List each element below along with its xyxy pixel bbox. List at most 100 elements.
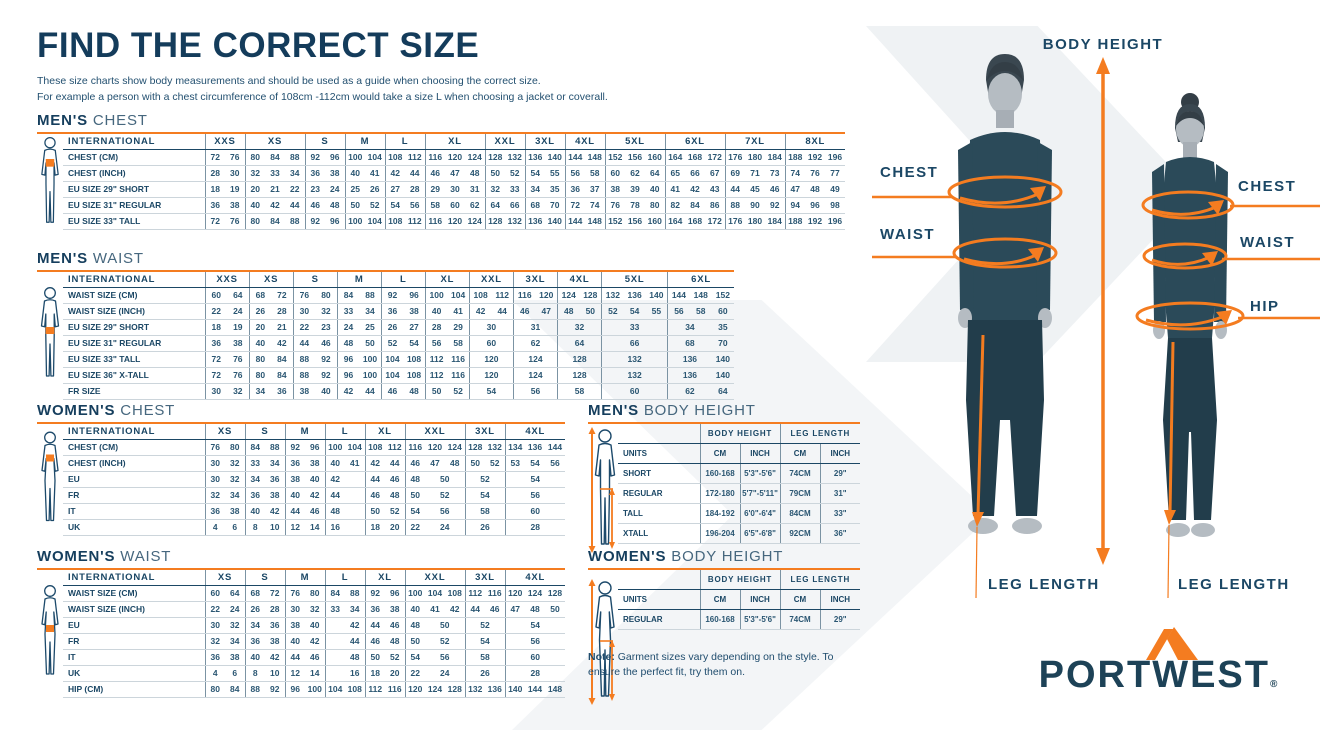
size-cell: 64 <box>227 287 250 304</box>
size-cell: 39 <box>625 181 645 198</box>
size-cell: 14 <box>305 665 325 682</box>
size-cell: 80 <box>248 367 272 384</box>
size-cell: 96 <box>284 681 305 698</box>
leg-length-group-header: LEG LENGTH <box>779 424 860 444</box>
size-cell: 96 <box>385 585 405 602</box>
size-cell: 104 <box>365 213 385 230</box>
size-cell <box>324 617 345 634</box>
size-cell: 54 <box>468 383 514 400</box>
size-cell: 164 <box>664 213 685 230</box>
row-label: EU SIZE 29" SHORT <box>63 181 205 198</box>
size-group-header: M <box>284 424 325 440</box>
unit-cell: CM <box>699 443 740 464</box>
size-group-header: XL <box>424 134 485 150</box>
size-cell: 52 <box>380 335 404 352</box>
womens-chest-silhouette-icon <box>37 424 63 536</box>
size-cell: 71 <box>745 165 765 182</box>
size-cell: 14 <box>305 519 325 536</box>
size-cell: 24 <box>325 181 345 198</box>
size-cell: 33 <box>244 455 265 472</box>
size-cell: 52 <box>464 617 505 634</box>
size-cell: 4 <box>204 519 225 536</box>
woman-leg-length-label: LEG LENGTH <box>1178 576 1290 593</box>
size-cell: 18 <box>364 519 385 536</box>
size-cell: 72 <box>204 367 228 384</box>
size-cell: 46 <box>305 649 325 666</box>
size-cell: 116 <box>404 439 425 456</box>
size-cell: 124 <box>556 287 580 304</box>
table-row: WAIST SIZE (INCH) 22 24 26 28 30 32 33 34 36 38 40 4… <box>63 303 734 320</box>
size-cell: 80 <box>204 681 225 698</box>
size-cell: 124 <box>445 439 465 456</box>
size-cell: 36 <box>304 165 325 182</box>
size-cell: 58 <box>464 503 505 520</box>
size-cell: 92 <box>315 351 338 368</box>
size-cell: 36 <box>244 633 265 650</box>
size-cell: 76 <box>227 367 250 384</box>
size-cell: 43 <box>705 181 725 198</box>
measurement-cell: 29" <box>819 463 860 484</box>
size-cell: 148 <box>545 681 565 698</box>
table-row: WAIST SIZE (CM) 60 64 68 72 76 80 84 88 92 96 100 10… <box>63 287 734 304</box>
size-cell: 46 <box>404 455 425 472</box>
size-cell: 120 <box>425 439 445 456</box>
unit-cell: INCH <box>739 443 780 464</box>
row-label: CHEST (CM) <box>63 439 205 456</box>
size-group-header: L <box>384 134 425 150</box>
size-cell: 40 <box>284 633 305 650</box>
table-header-row: INTERNATIONAL XS S M L XL XXL 3XL 4XL <box>63 424 565 440</box>
measurement-cell: 31" <box>819 483 860 504</box>
size-cell: 144 <box>667 287 690 304</box>
size-cell: 112 <box>491 287 514 304</box>
size-cell: 80 <box>305 585 325 602</box>
size-cell: 196 <box>825 213 845 230</box>
size-cell: 124 <box>512 351 558 368</box>
section-heading: MEN'S WAIST <box>37 250 144 267</box>
size-cell: 20 <box>248 319 272 336</box>
size-cell: 36 <box>204 197 225 214</box>
size-cell: 96 <box>325 213 345 230</box>
size-group-header: XL <box>424 272 470 288</box>
size-cell: 188 <box>784 149 805 166</box>
size-cell: 48 <box>805 181 825 198</box>
size-cell: 140 <box>645 287 668 304</box>
woman-waist-measure <box>1142 242 1320 270</box>
size-cell: 19 <box>227 319 250 336</box>
size-cell: 24 <box>227 303 250 320</box>
size-group-header: 4XL <box>556 272 602 288</box>
row-label: XTALL <box>618 523 700 544</box>
size-cell: 120 <box>404 681 425 698</box>
size-cell: 108 <box>403 351 426 368</box>
size-cell <box>345 519 365 536</box>
size-group-header: 4XL <box>504 424 565 440</box>
size-cell: 76 <box>805 165 825 182</box>
size-cell: 26 <box>380 319 404 336</box>
size-cell: 62 <box>465 197 485 214</box>
row-label: EU <box>63 617 205 634</box>
row-label: REGULAR <box>618 483 700 504</box>
size-cell: 98 <box>825 197 845 214</box>
size-cell: 72 <box>204 351 228 368</box>
units-row: UNITS CM INCH CM INCH <box>618 443 860 464</box>
size-cell: 48 <box>385 633 405 650</box>
row-label: EU SIZE 29" SHORT <box>63 319 205 336</box>
size-cell: 64 <box>225 585 245 602</box>
size-cell: 96 <box>336 351 360 368</box>
size-cell: 34 <box>265 455 285 472</box>
size-cell: 30 <box>204 383 228 400</box>
table-row: EU SIZE 31" REGULAR 36 38 40 42 44 46 48 50 52 54 5… <box>63 335 734 352</box>
table-row: XTALL 196-204 6'5"-6'8" 92CM 36" <box>618 523 860 544</box>
size-cell: 52 <box>385 503 405 520</box>
size-cell: 38 <box>292 383 316 400</box>
size-cell: 92 <box>304 149 325 166</box>
womens-waist-table: INTERNATIONAL XS S M L XL XXL 3XL 4XL WAIST SIZE … <box>63 570 565 698</box>
size-cell: 82 <box>664 197 685 214</box>
size-cell: 48 <box>385 487 405 504</box>
size-cell: 44 <box>405 165 425 182</box>
size-cell: 76 <box>225 213 245 230</box>
row-label: CHEST (CM) <box>63 149 205 166</box>
body-height-group-header: BODY HEIGHT <box>699 570 780 590</box>
size-cell: 152 <box>604 149 625 166</box>
size-cell: 41 <box>425 601 445 618</box>
row-label: CHEST (INCH) <box>63 455 205 472</box>
